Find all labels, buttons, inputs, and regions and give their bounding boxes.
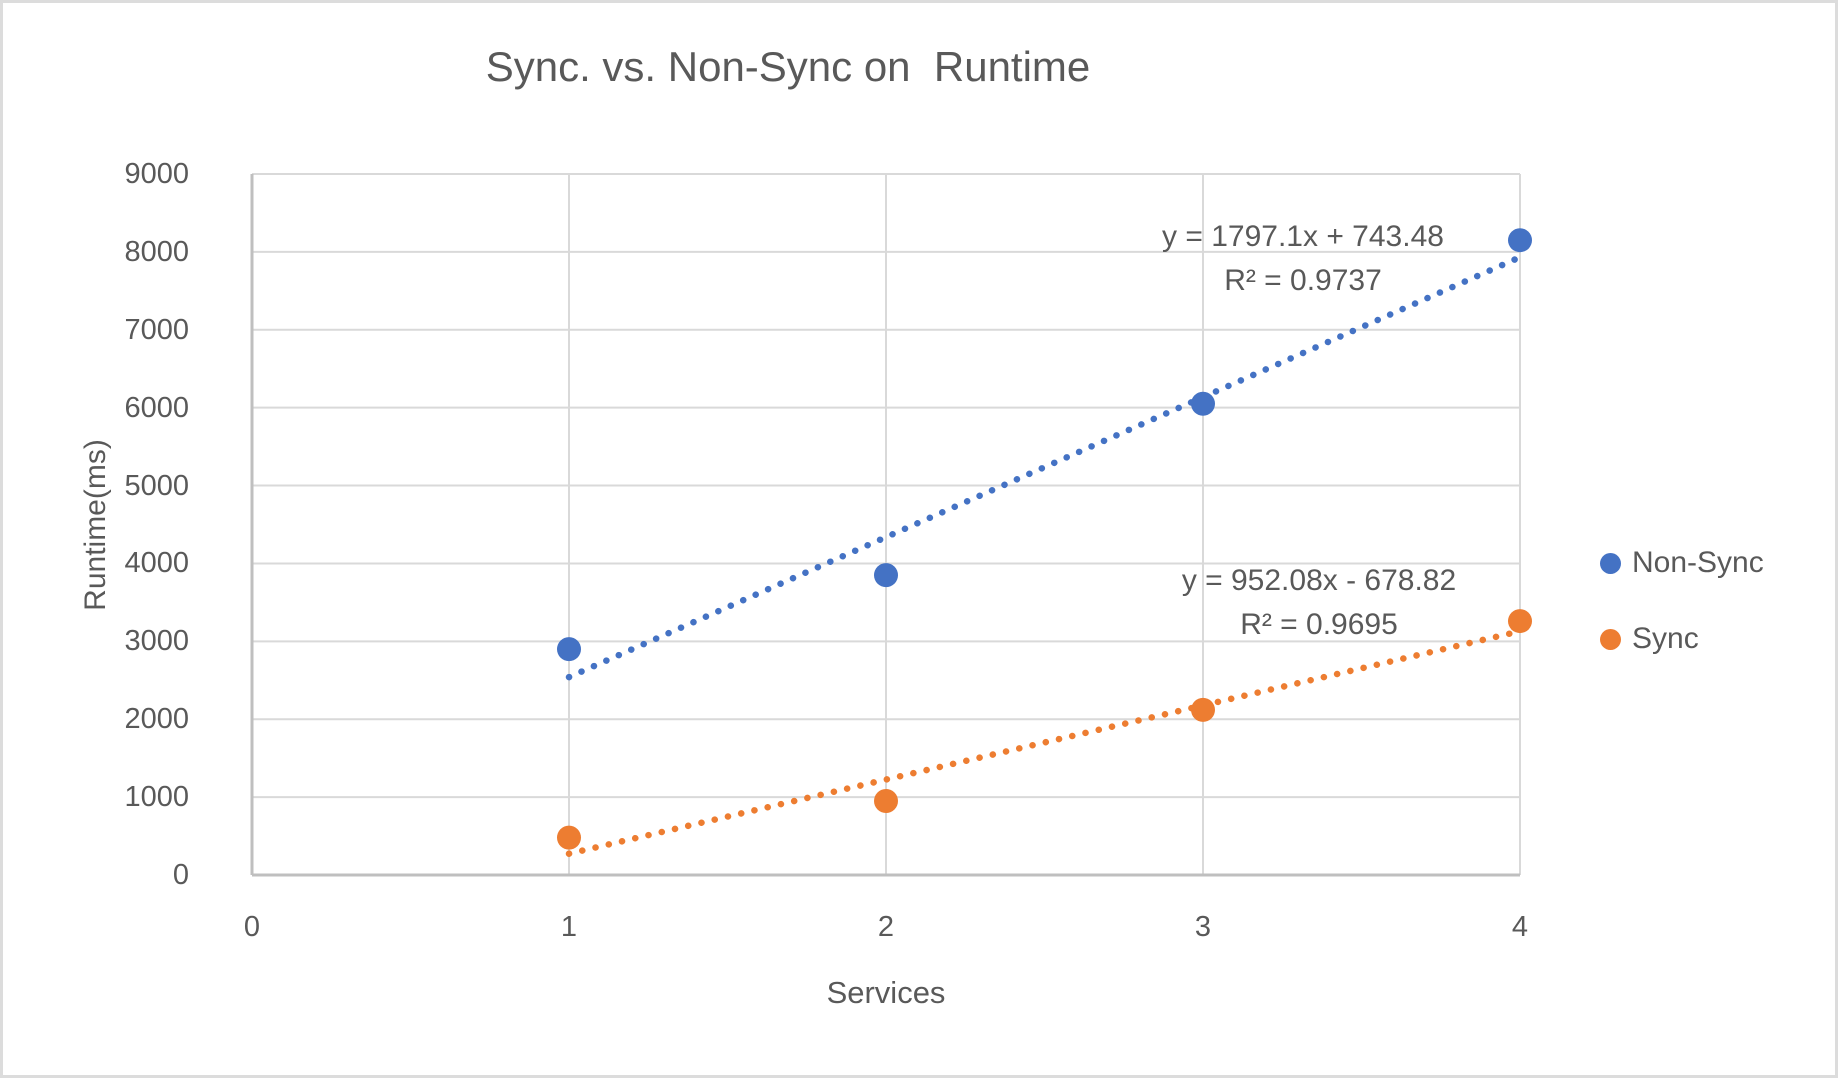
y-tick-label: 4000 xyxy=(124,547,189,580)
x-axis-title: Services xyxy=(826,975,946,1010)
trendline-annotation-sync: y = 952.08x - 678.82 R² = 0.9695 xyxy=(1069,559,1569,647)
data-point-sync xyxy=(874,789,898,814)
y-tick-label: 5000 xyxy=(124,469,189,502)
plot-area xyxy=(250,173,1532,877)
x-tick-label: 2 xyxy=(877,911,895,943)
y-tick-label: 3000 xyxy=(124,625,189,658)
data-point-non-sync xyxy=(557,637,581,662)
y-tick-label: 8000 xyxy=(124,235,189,268)
x-tick-label: 3 xyxy=(1194,911,1212,943)
y-tick-label: 2000 xyxy=(124,703,189,736)
data-point-non-sync xyxy=(874,563,898,588)
data-point-non-sync xyxy=(1191,391,1215,416)
trendline-non-sync xyxy=(565,253,1524,681)
x-tick-label: 0 xyxy=(243,911,261,943)
data-point-sync xyxy=(1191,697,1215,722)
data-point-sync xyxy=(557,825,581,850)
x-tick-label: 1 xyxy=(560,911,578,943)
trendline-sync xyxy=(565,627,1524,857)
x-tick-label: 4 xyxy=(1511,911,1529,943)
data-point-non-sync xyxy=(1508,228,1532,253)
y-tick-label: 9000 xyxy=(124,158,189,190)
y-tick-label: 7000 xyxy=(124,313,189,346)
y-tick-label: 6000 xyxy=(124,391,189,424)
trendline-annotation-non-sync: y = 1797.1x + 743.48 R² = 0.9737 xyxy=(1053,215,1553,303)
y-tick-label: 0 xyxy=(172,859,189,891)
legend-item-sync: Sync xyxy=(1600,619,1699,659)
chart-title: Sync. vs. Non-Sync on Runtime xyxy=(485,43,1091,90)
legend-label: Sync xyxy=(1632,622,1699,655)
legend-item-non-sync: Non-Sync xyxy=(1600,543,1764,583)
legend-label: Non-Sync xyxy=(1632,546,1764,579)
r-squared-text: R² = 0.9695 xyxy=(1240,608,1398,641)
equation-text: y = 952.08x - 678.82 xyxy=(1181,564,1457,597)
r-squared-text: R² = 0.9737 xyxy=(1224,264,1382,297)
legend-marker-icon xyxy=(1600,628,1621,650)
y-tick-label: 1000 xyxy=(124,781,189,814)
equation-text: y = 1797.1x + 743.48 xyxy=(1162,220,1444,253)
legend-marker-icon xyxy=(1600,552,1621,574)
data-point-sync xyxy=(1508,609,1532,634)
